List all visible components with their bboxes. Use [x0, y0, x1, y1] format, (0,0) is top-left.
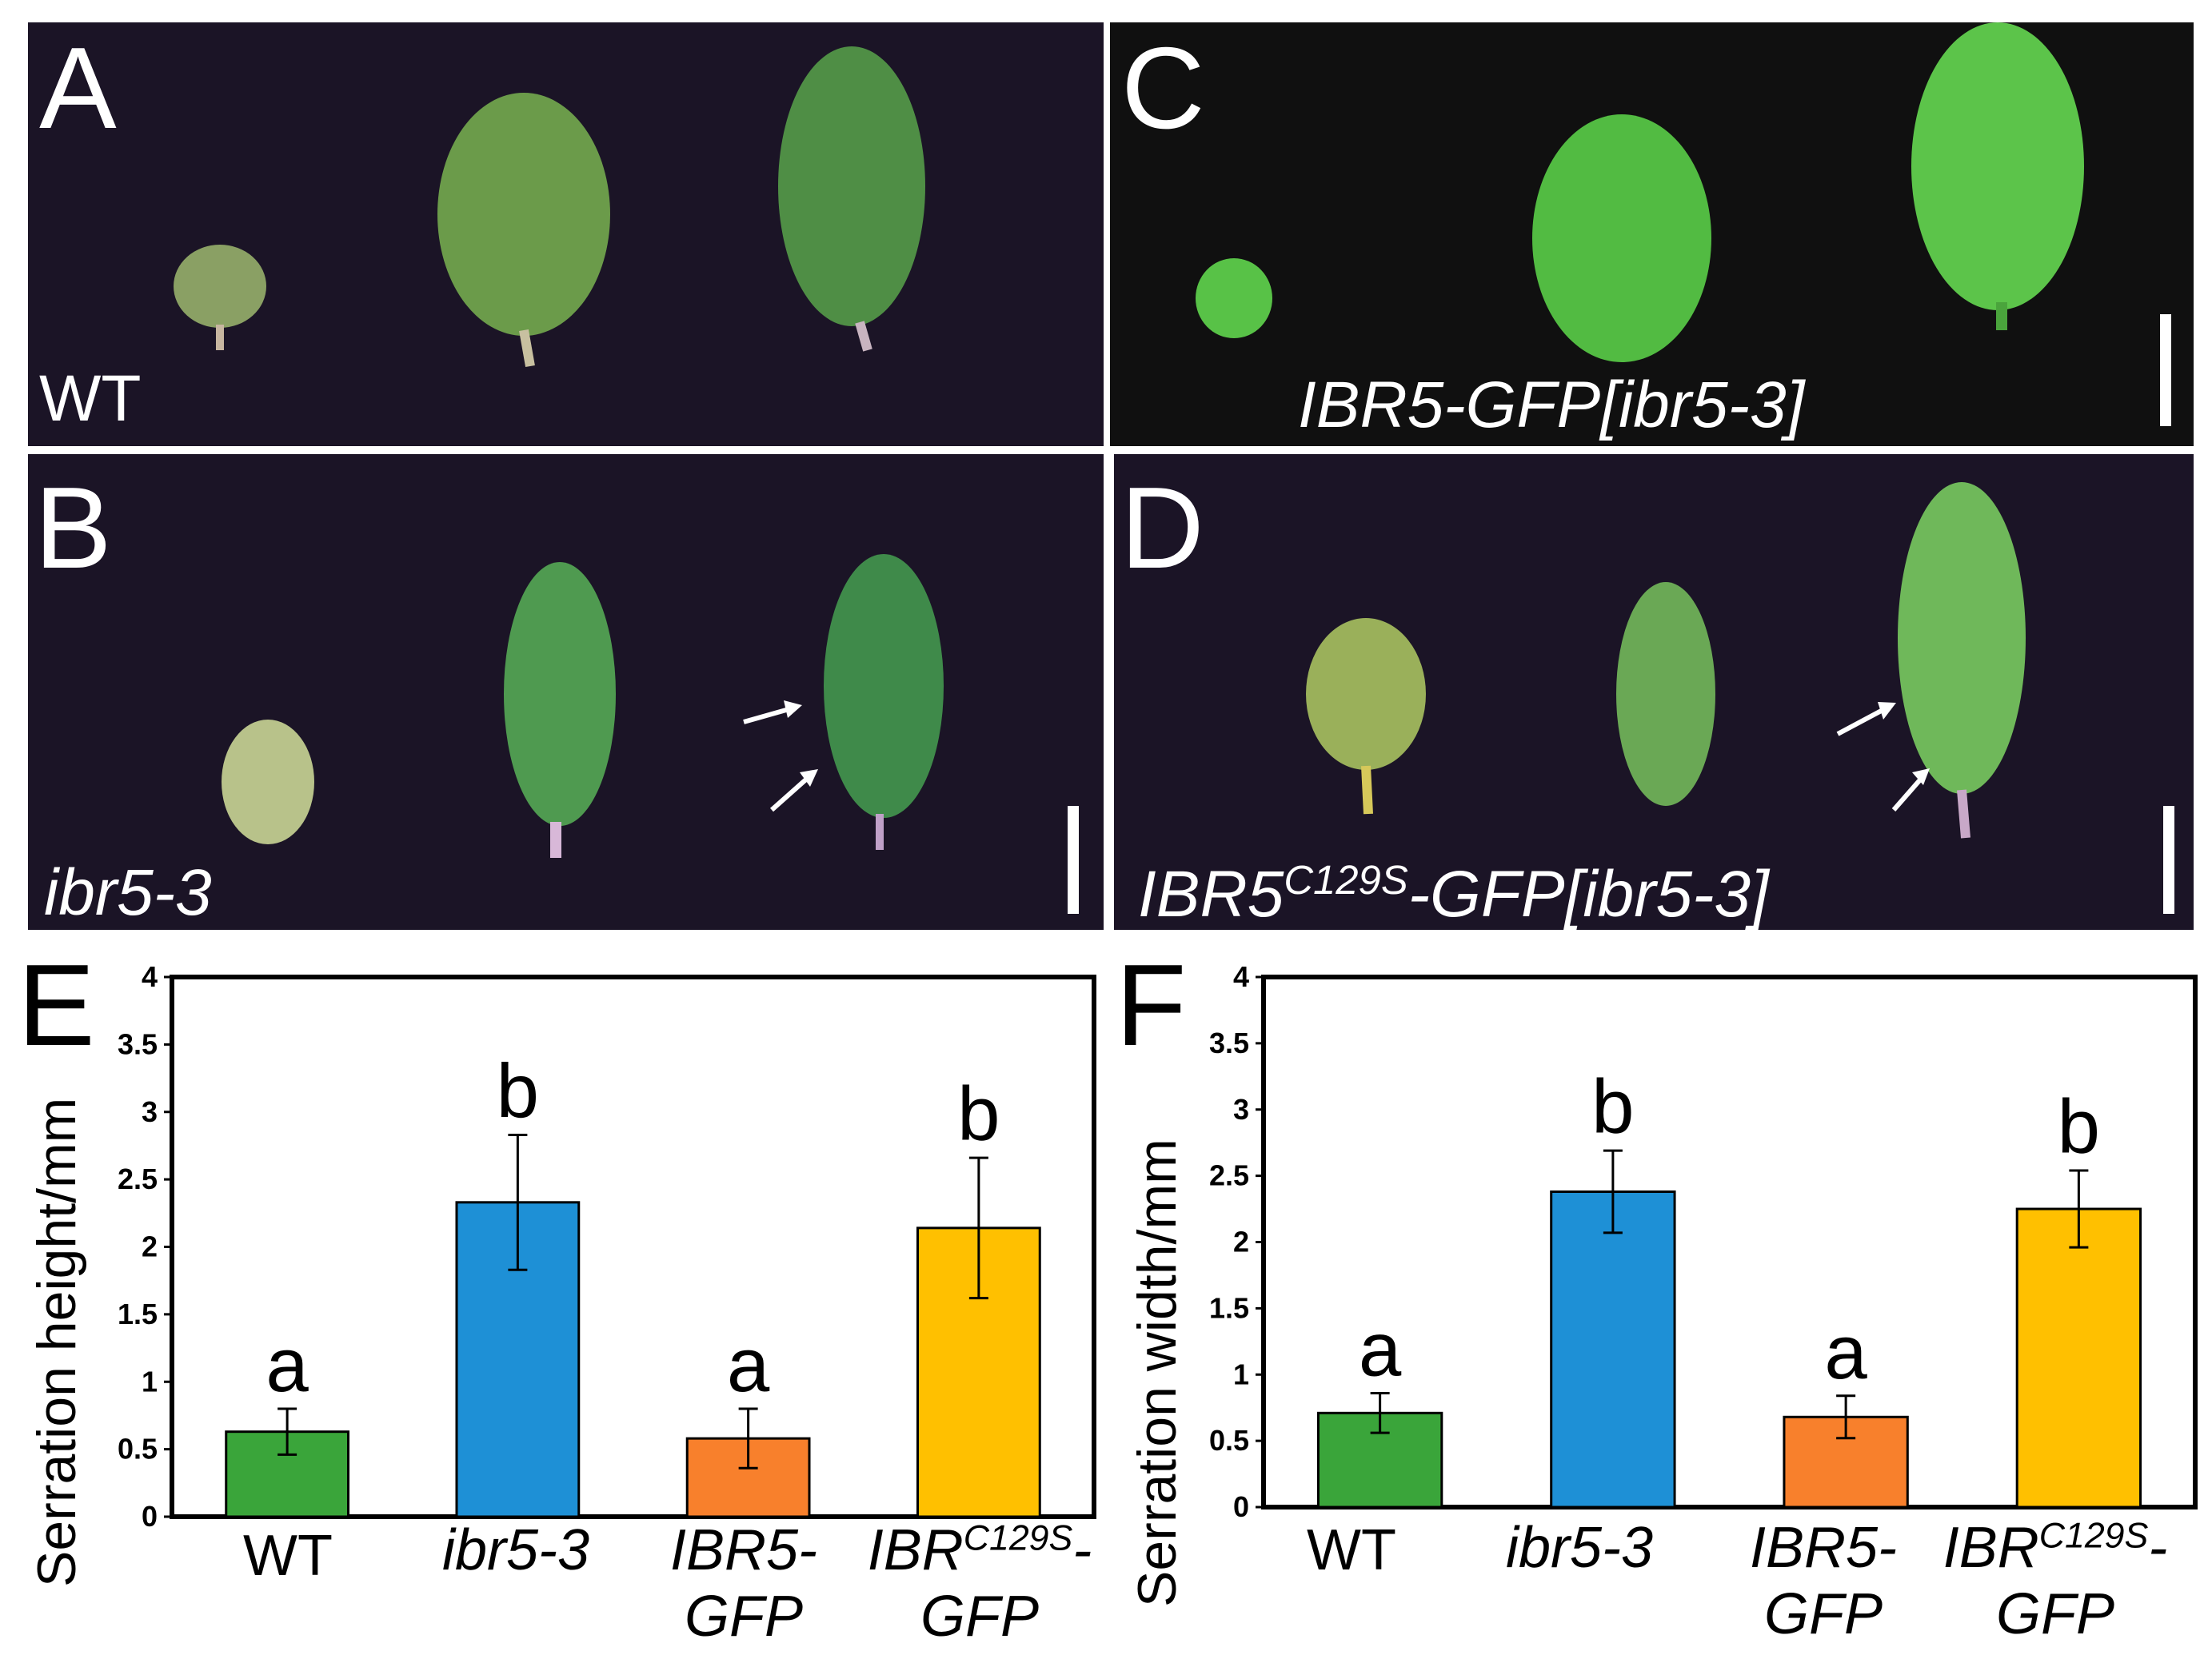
significance-label: a: [266, 1322, 309, 1408]
y-tick-label: 3: [142, 1095, 158, 1128]
xcat-label: GFP: [684, 1584, 803, 1649]
xcat-label: ibr5-3: [1505, 1516, 1654, 1580]
significance-label: a: [1824, 1310, 1867, 1395]
panel-b-leaves: [222, 554, 1079, 914]
scale-bar: [2163, 806, 2174, 914]
panel-label-e: E: [18, 940, 95, 1070]
y-tick-label: 0: [1233, 1490, 1249, 1523]
panel-c-photo: C IBR5-GFP[ibr5-3]: [1110, 22, 2194, 446]
y-tick-label: 0.5: [118, 1433, 158, 1466]
panel-label-b: B: [34, 463, 112, 592]
arrow: [743, 706, 793, 724]
y-tick-label: 1: [1233, 1358, 1249, 1390]
xcat-label-sup: C129S: [963, 1518, 1073, 1558]
xcat-label: IBR: [867, 1518, 964, 1582]
significance-label: b: [497, 1048, 539, 1134]
panel-label-d: D: [1120, 463, 1204, 592]
leaf: [1196, 258, 1272, 338]
y-tick-label: 3.5: [118, 1027, 158, 1060]
panel-label-c: C: [1121, 23, 1205, 153]
chart-e-xcat-c129s: IBRC129S- GFP: [852, 1517, 1108, 1650]
significance-label: a: [727, 1322, 770, 1408]
caption-b: ibr5-3: [44, 856, 212, 929]
caption-d-sup: C129S: [1284, 857, 1408, 903]
y-tick-label: 2.5: [1209, 1159, 1249, 1192]
y-tick-label: 3.5: [1209, 1027, 1249, 1059]
significance-label: a: [1359, 1306, 1402, 1392]
bar: [2015, 1207, 2142, 1509]
caption-d-rest: -GFP[ibr5-3]: [1407, 857, 1769, 930]
xcat-label: IBR: [1942, 1516, 2039, 1580]
significance-label: b: [2058, 1084, 2100, 1170]
scale-bar: [1068, 806, 1079, 914]
chart-e-xcat-ibr5-gfp: IBR5- GFP: [640, 1517, 848, 1650]
chart-f: 0 0.5 1 1.5 2 2.5 3 3.5 4 a b a b: [1209, 960, 2198, 1523]
y-tick-label: 2: [142, 1230, 158, 1263]
y-tick-label: 2.5: [118, 1163, 158, 1195]
scale-bar: [2160, 314, 2171, 426]
xcat-label: WT: [1307, 1518, 1396, 1582]
arrow: [1891, 776, 1924, 812]
leaf: [1532, 114, 1711, 362]
xcat-label: -: [1072, 1518, 1092, 1582]
significance-label: b: [957, 1071, 1000, 1157]
chart-f-xcat-wt: WT: [1288, 1517, 1415, 1584]
xcat-label: WT: [243, 1524, 333, 1588]
chart-f-xcat-c129s: IBRC129S- GFP: [1919, 1515, 2191, 1648]
panel-b-photo: B ibr5-3: [28, 454, 1104, 930]
panel-a-photo: A WT: [28, 22, 1104, 446]
chart-e-xcat-wt: WT: [224, 1523, 352, 1589]
chart-e: 0 0.5 1 1.5 2 2.5 3 3.5 4 a b a b: [118, 960, 1096, 1533]
leaf: [778, 46, 925, 326]
chart-e-xcat-ibr5-3: ibr5-3: [412, 1517, 620, 1584]
y-tick-label: 4: [1233, 960, 1249, 993]
xcat-label: IBR5-: [1749, 1516, 1898, 1580]
y-tick-label: 0: [142, 1500, 158, 1533]
xcat-label: -: [2148, 1516, 2168, 1580]
y-tick-label: 1.5: [118, 1298, 158, 1330]
y-tick-label: 0.5: [1209, 1424, 1249, 1457]
caption-d: IBR5C129S-GFP[ibr5-3]: [1138, 857, 1769, 930]
y-tick-label: 1: [142, 1365, 158, 1398]
bar: [1550, 1190, 1676, 1509]
leaf: [1616, 582, 1715, 806]
leaf: [174, 245, 266, 328]
chart-f-xcat-ibr5-3: ibr5-3: [1475, 1515, 1683, 1581]
y-tick-label: 2: [1233, 1226, 1249, 1258]
caption-a: WT: [39, 362, 142, 435]
xcat-label-sup: C129S: [2038, 1516, 2149, 1556]
y-tick-label: 4: [142, 960, 158, 993]
panel-c-leaves: [1196, 22, 2171, 426]
xcat-label: GFP: [1763, 1581, 1883, 1646]
panel-label-a: A: [39, 23, 117, 153]
y-tick-label: 3: [1233, 1093, 1249, 1126]
leaf: [222, 720, 314, 844]
arrow: [1836, 706, 1887, 736]
xcat-label: GFP: [1995, 1581, 2114, 1646]
leaf: [1898, 482, 2026, 794]
leaf: [824, 554, 944, 818]
panel-label-f: F: [1116, 940, 1187, 1070]
leaf: [1306, 618, 1426, 770]
panel-a-leaves: [174, 46, 925, 368]
y-tick-label: 1.5: [1209, 1291, 1249, 1324]
panel-d-leaves: [1306, 482, 2174, 914]
caption-c: IBR5-GFP[ibr5-3]: [1298, 369, 1805, 441]
caption-d-main: IBR5: [1138, 857, 1284, 930]
significance-label: b: [1591, 1064, 1634, 1150]
leaf: [437, 93, 610, 336]
leaf: [504, 562, 616, 826]
leaf: [1911, 22, 2084, 310]
xcat-label: IBR5-: [669, 1518, 818, 1582]
panel-d-photo: D IBR5C129S-GFP[ibr5-3]: [1114, 454, 2194, 930]
xcat-label: ibr5-3: [441, 1518, 590, 1582]
chart-f-xcat-ibr5-gfp: IBR5- GFP: [1719, 1515, 1927, 1648]
xcat-label: GFP: [920, 1584, 1039, 1649]
arrow: [770, 776, 809, 812]
